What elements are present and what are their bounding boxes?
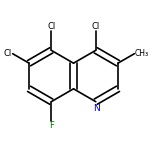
Text: N: N bbox=[93, 104, 100, 113]
Text: F: F bbox=[49, 121, 54, 130]
Text: Cl: Cl bbox=[92, 22, 100, 31]
Text: CH₃: CH₃ bbox=[135, 49, 149, 58]
Text: Cl: Cl bbox=[4, 49, 12, 58]
Text: Cl: Cl bbox=[47, 22, 55, 31]
